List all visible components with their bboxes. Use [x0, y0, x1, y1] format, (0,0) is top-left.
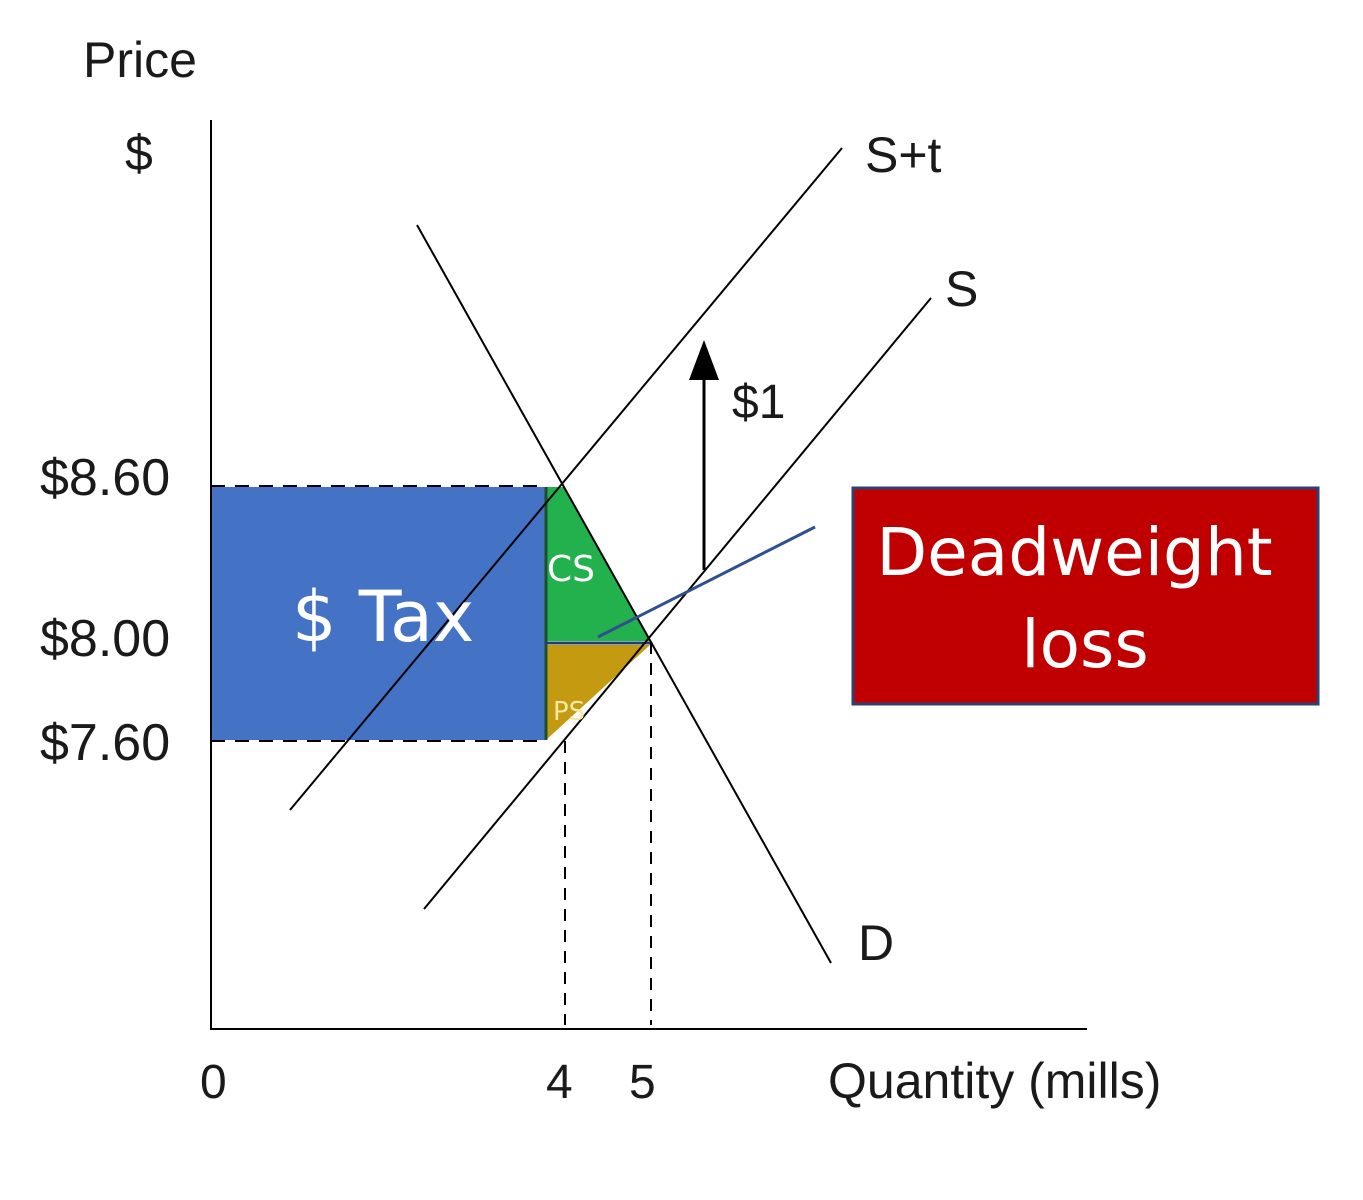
y-tick-label-860: $8.60: [40, 449, 170, 507]
x-tick-label-5: 5: [629, 1056, 656, 1109]
cs-label: CS: [547, 549, 595, 590]
supply-curve: [423, 297, 932, 910]
origin-label: 0: [200, 1056, 227, 1109]
consumer-surplus-area: [546, 487, 650, 641]
demand-label: D: [858, 915, 894, 971]
supply-plus-tax-curve: [289, 147, 843, 811]
deadweight-loss-label-line-1: Deadweight: [876, 514, 1272, 591]
y-tick-label-760: $7.60: [40, 714, 170, 772]
y-axis-unit: $: [125, 125, 153, 181]
deadweight-loss-pointer: [597, 525, 816, 639]
x-tick-label-4: 4: [546, 1056, 573, 1109]
x-axis-title: Quantity (mills): [828, 1053, 1161, 1109]
tax-area-label: $ Tax: [292, 576, 474, 658]
deadweight-loss-label: Deadweight loss: [876, 514, 1293, 683]
supply-plus-tax-label: S+t: [865, 127, 942, 183]
tax-shift-arrow-head: [689, 340, 719, 380]
tax-area: [211, 487, 546, 740]
deadweight-loss-label-line-2: loss: [1021, 606, 1149, 683]
supply-label: S: [945, 261, 978, 317]
y-axis-title: Price: [83, 32, 197, 88]
demand-curve: [416, 224, 832, 964]
y-tick-label-800: $8.00: [40, 610, 170, 668]
deadweight-loss-box: [851, 486, 1320, 706]
tax-shift-label: $1: [732, 376, 785, 429]
ps-label: PS: [553, 697, 585, 727]
